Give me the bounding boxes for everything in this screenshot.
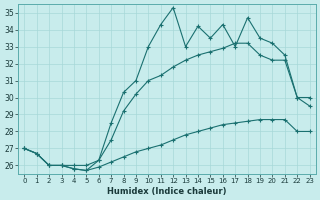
X-axis label: Humidex (Indice chaleur): Humidex (Indice chaleur) xyxy=(107,187,227,196)
